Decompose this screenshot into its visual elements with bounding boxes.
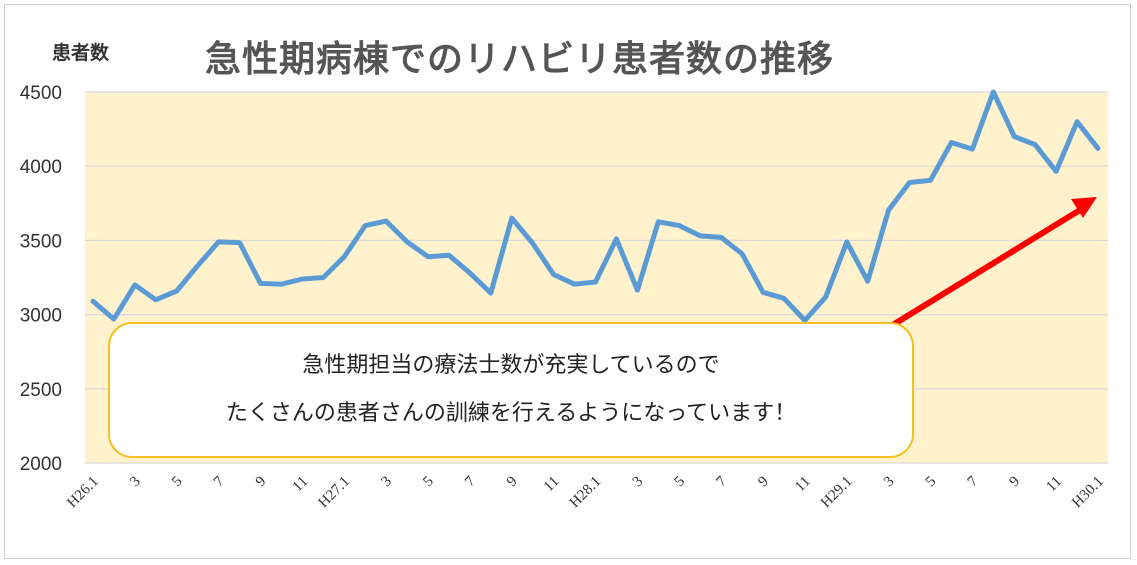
- x-tick-label: 7: [965, 473, 982, 490]
- x-tick-label: 5: [671, 474, 688, 491]
- series-line: [90, 89, 1101, 323]
- y-tick-label: 4500: [20, 83, 62, 104]
- trend-arrow-shaft: [876, 207, 1082, 337]
- y-tick-label: 3000: [20, 306, 62, 327]
- x-tick-label: 11: [1043, 474, 1065, 496]
- x-tick-label: 7: [462, 473, 479, 490]
- y-axis-ticks: 2000 2500 3000 3500 4000 4500: [20, 83, 62, 475]
- x-tick-label: 5: [923, 474, 940, 491]
- callout-line-1: 急性期担当の療法士数が充実しているので: [302, 353, 720, 378]
- x-tick-label: 11: [792, 474, 814, 496]
- chart-title: 急性期病棟でのリハビリ患者数の推移: [205, 39, 835, 80]
- x-tick-label: 3: [127, 474, 144, 491]
- x-tick-label: 3: [630, 474, 647, 491]
- y-tick-label: 4000: [20, 157, 62, 178]
- y-axis-title: 患者数: [52, 42, 110, 64]
- x-tick-label: H28.1: [567, 474, 605, 512]
- x-tick-label: 3: [881, 474, 898, 491]
- x-tick-label: H26.1: [64, 474, 102, 512]
- x-tick-label: H30.1: [1069, 474, 1107, 512]
- x-tick-label: H27.1: [316, 474, 354, 512]
- trend-arrow: [876, 197, 1097, 337]
- y-tick-label: 3500: [20, 231, 62, 252]
- x-axis-ticks: H26.1 3 5 7 9 11 H27.1 3 5 7 9 11 H28.1 3 5 7 9 11 H29.1 3 5…: [64, 473, 1107, 511]
- x-tick-label: H29.1: [818, 474, 856, 512]
- x-tick-label: 5: [420, 474, 437, 491]
- x-tick-label: 5: [169, 474, 186, 491]
- callout-box: 急性期担当の療法士数が充実しているので たくさんの患者さんの訓練を行えるようにな…: [108, 322, 914, 458]
- x-tick-label: 9: [504, 474, 521, 491]
- x-tick-label: 11: [541, 474, 563, 496]
- y-tick-label: 2500: [20, 380, 62, 401]
- x-tick-label: 11: [290, 474, 312, 496]
- y-tick-label: 2000: [20, 454, 62, 475]
- x-tick-label: 9: [1006, 474, 1023, 491]
- x-tick-label: 9: [253, 474, 270, 491]
- x-tick-label: 7: [713, 473, 730, 490]
- callout-line-2: たくさんの患者さんの訓練を行えるようになっています！: [225, 401, 797, 426]
- x-tick-label: 9: [755, 474, 772, 491]
- trend-arrow-head: [1071, 197, 1097, 218]
- x-tick-label: 3: [378, 474, 395, 491]
- x-tick-label: 7: [211, 473, 228, 490]
